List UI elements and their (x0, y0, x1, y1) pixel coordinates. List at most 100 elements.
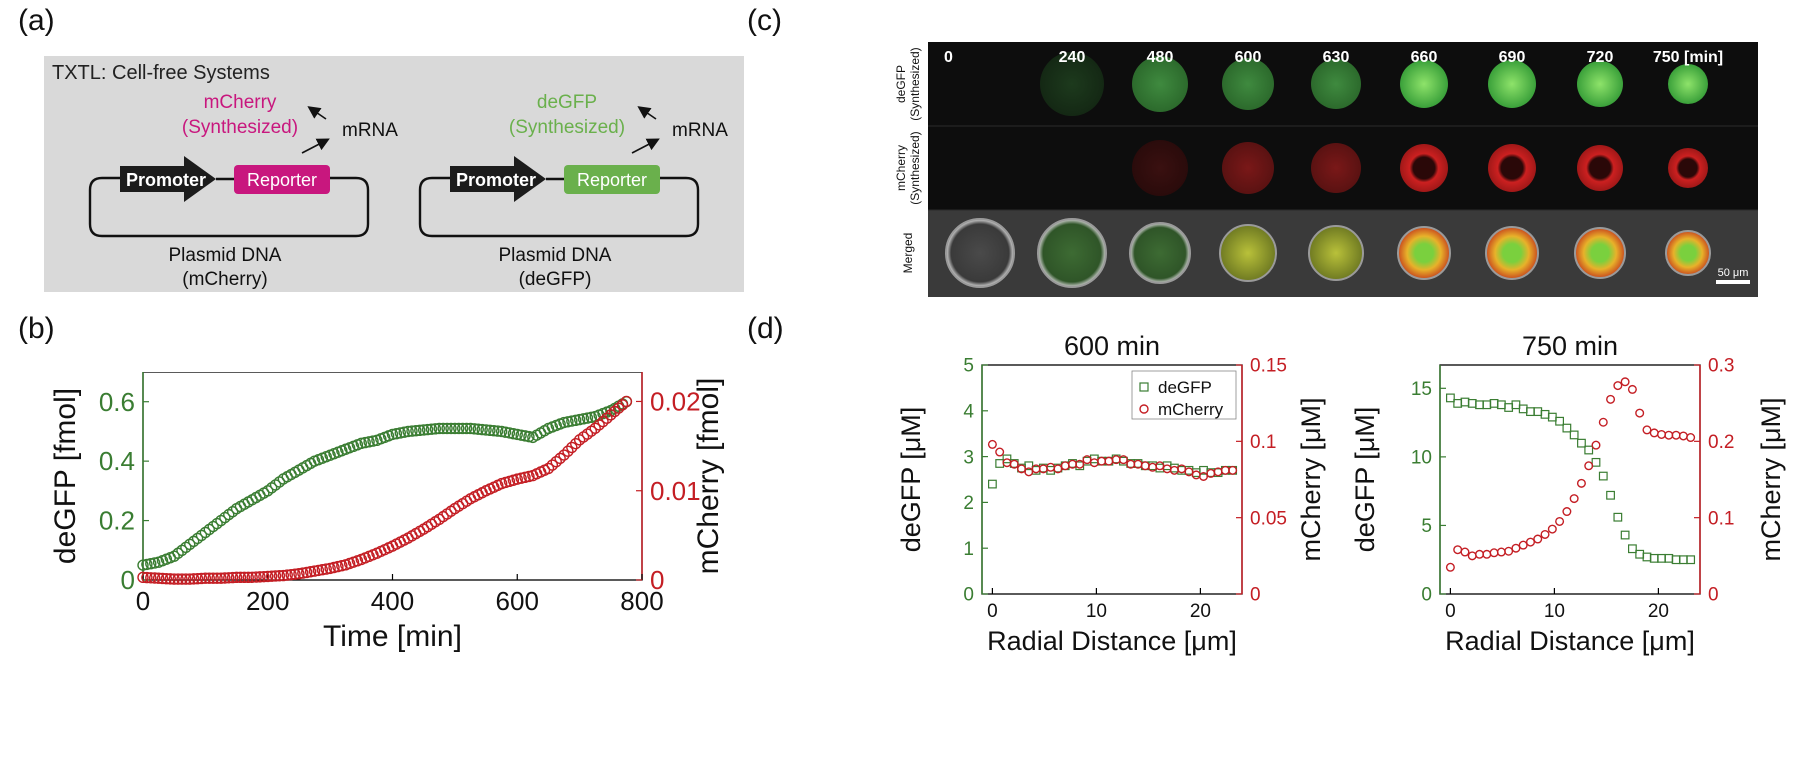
point-mCherry-interp (195, 572, 208, 585)
y-right-tick-label: 0.05 (1250, 508, 1287, 529)
point-mCherry-interp (566, 441, 578, 454)
point-mCherry (995, 447, 1005, 457)
point-deGFP (1686, 555, 1696, 565)
point-mCherry-interp (223, 572, 235, 584)
point-mCherry-interp (269, 570, 282, 582)
y-left-tick-label: 0 (963, 585, 974, 606)
point-mCherry (558, 449, 570, 461)
point-mCherry-interp (164, 573, 176, 585)
point-deGFP-interp (570, 414, 582, 426)
point-deGFP (417, 424, 430, 436)
cell-degfp-7 (1577, 61, 1623, 107)
legend-label-mCherry: mCherry (1158, 400, 1224, 419)
point-deGFP-interp (394, 427, 406, 439)
y-right-tick-label: 0.1 (1250, 432, 1276, 453)
cell-mcherry-2 (1132, 140, 1188, 196)
point-deGFP-interp (390, 427, 403, 440)
x-axis-label: Radial Distance [μm] (987, 626, 1237, 656)
y-left-axis-label: deGFP [μM] (1350, 407, 1380, 553)
point-deGFP-interp (367, 435, 379, 447)
y-left-tick-label: 0.6 (99, 387, 135, 417)
point-mCherry-interp (546, 459, 559, 471)
point-mCherry-interp (316, 564, 329, 576)
time-label-2: 480 (1147, 49, 1174, 66)
point-mCherry (168, 573, 180, 585)
cell-merged-6 (1485, 226, 1539, 280)
point-mCherry (1518, 540, 1528, 550)
point-mCherry-interp (258, 570, 270, 583)
point-mCherry-interp (609, 405, 621, 418)
point-mCherry (137, 571, 149, 584)
point-mCherry (277, 569, 290, 582)
mcherry-plasmid-loop (88, 176, 370, 238)
point-deGFP (558, 416, 570, 429)
legend-marker-deGFP (1139, 382, 1149, 392)
point-deGFP-interp (503, 427, 516, 439)
plot-area (1439, 364, 1701, 595)
x-tick-label: 0 (1445, 601, 1456, 622)
cell-mcherry-4 (1311, 143, 1361, 193)
x-tick-label: 20 (1190, 601, 1211, 622)
y-left-tick-label: 1 (963, 539, 974, 560)
point-mCherry (1620, 377, 1630, 387)
point-deGFP-interp (488, 424, 500, 437)
x-tick-label: 10 (1086, 601, 1107, 622)
point-mCherry-interp (156, 572, 169, 585)
point-deGFP-interp (519, 430, 531, 442)
y-left-tick-label: 4 (963, 401, 974, 422)
panel-label-c: (c) (747, 4, 782, 37)
y-left-tick-label: 15 (1411, 379, 1432, 400)
point-mCherry (1540, 529, 1550, 539)
point-mCherry (987, 439, 997, 449)
point-deGFP (1555, 416, 1565, 426)
point-deGFP (1577, 438, 1586, 448)
point-mCherry (1591, 440, 1601, 450)
point-mCherry-interp (242, 571, 254, 584)
mcherry-mrna-label: mRNA (342, 120, 398, 141)
y-left-tick-label: 0.4 (99, 446, 135, 476)
x-tick-label: 10 (1544, 601, 1565, 622)
point-deGFP-interp (363, 436, 375, 448)
cell-merged-7 (1574, 227, 1626, 279)
point-mCherry-interp (254, 571, 266, 583)
point-deGFP-interp (472, 423, 484, 435)
point-mCherry-interp (320, 563, 332, 575)
y-right-tick-label: 0.3 (1708, 356, 1734, 377)
y-left-tick-label: 5 (963, 356, 974, 377)
y-left-axis-label: deGFP [fmol] (49, 388, 82, 564)
point-deGFP (511, 428, 523, 441)
point-mCherry-interp (562, 445, 574, 457)
point-deGFP (386, 428, 399, 441)
point-mCherry (1686, 433, 1696, 443)
point-mCherry-interp (203, 572, 215, 584)
panel-label-b: (b) (18, 312, 55, 345)
point-mCherry (1584, 461, 1594, 471)
scalebar-label: 50 μm (1718, 267, 1749, 279)
point-mCherry (1576, 478, 1586, 488)
point-deGFP-interp (523, 430, 535, 443)
microscopy-montage: deGFP (Synthesized) mCherry (Synthesized… (888, 42, 1758, 297)
point-deGFP (355, 437, 368, 450)
point-deGFP (480, 424, 492, 436)
cell-degfp-2 (1132, 56, 1188, 112)
point-mCherry (1228, 465, 1238, 475)
point-mCherry-interp (207, 572, 219, 584)
point-mCherry (1445, 562, 1455, 572)
time-label-6: 690 (1499, 49, 1526, 66)
x-tick-label: 200 (246, 586, 289, 616)
point-deGFP-interp (359, 436, 371, 449)
degfp-arrow-out (637, 106, 657, 120)
point-mCherry (1598, 417, 1608, 427)
point-deGFP (1606, 490, 1615, 500)
point-deGFP (1628, 544, 1637, 554)
point-mCherry (1642, 425, 1652, 435)
point-deGFP-interp (507, 427, 520, 440)
degfp-plasmid-label: Plasmid DNA (499, 245, 612, 266)
mcherry-product-label: mCherry (204, 92, 277, 113)
point-deGFP-interp (445, 422, 457, 435)
chart-title: 600 min (1064, 335, 1160, 361)
point-mCherry-interp (273, 570, 286, 582)
point-deGFP (1562, 423, 1572, 433)
legend-box (1131, 370, 1237, 420)
